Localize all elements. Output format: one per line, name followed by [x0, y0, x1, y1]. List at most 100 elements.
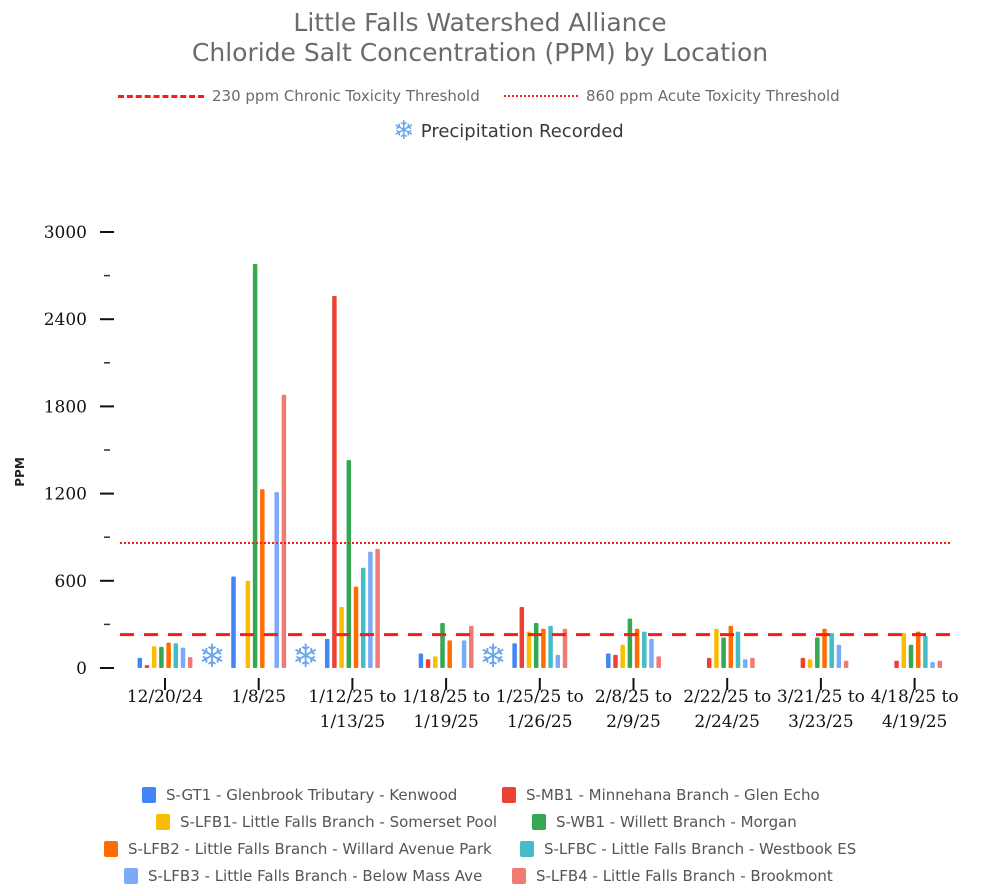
snowflake-icon: ❄ [292, 637, 319, 675]
bar-1-2 [231, 576, 236, 668]
bar-4-1 [159, 646, 164, 668]
legend-item: S-WB1 - Willett Branch - Morgan [532, 813, 797, 831]
bar-3-2 [245, 580, 251, 668]
bar-5-5 [541, 628, 546, 668]
legend-swatch [520, 841, 534, 857]
bar-4-6 [627, 618, 633, 668]
bar-8-7 [750, 657, 755, 668]
bar-6-6 [642, 631, 647, 668]
bar-7-7 [742, 659, 748, 668]
chart-subtitle: Chloride Salt Concentration (PPM) by Loc… [191, 38, 769, 67]
bar-2-4 [425, 659, 431, 668]
x-tick-label: 2/24/25 [694, 712, 760, 732]
bar-6-3 [360, 567, 366, 668]
bar-3-4 [433, 656, 438, 668]
bar-8-8 [843, 660, 849, 668]
legend-item: S-LFB3 - Little Falls Branch - Below Mas… [124, 867, 482, 885]
bar-6-8 [829, 633, 834, 668]
bar-7-5 [555, 654, 561, 668]
x-tick-label: 4/19/25 [882, 712, 948, 732]
bar-1-3 [324, 638, 330, 668]
legend-label: S-MB1 - Minnehana Branch - Glen Echo [526, 786, 820, 804]
snowflake-icon: ❄ [393, 116, 415, 146]
bar-1-6 [606, 653, 611, 668]
legend-swatch [532, 814, 546, 830]
bar-3-7 [714, 628, 719, 668]
bar-2-6 [613, 654, 618, 668]
legend-precipitation-label: Precipitation Recorded [420, 120, 624, 142]
bar-3-1 [151, 646, 157, 668]
bar-5-8 [822, 628, 827, 668]
legend-label: S-LFB1- Little Falls Branch - Somerset P… [180, 813, 498, 831]
bar-5-7 [728, 625, 734, 668]
legend-item: S-GT1 - Glenbrook Tributary - Kenwood [142, 786, 457, 804]
bar-4-7 [721, 637, 726, 668]
legend-label: S-LFB3 - Little Falls Branch - Below Mas… [148, 867, 483, 885]
bar-6-9 [923, 636, 928, 668]
bar-7-3 [368, 551, 373, 668]
legend-swatch [124, 868, 138, 884]
bar-2-5 [519, 606, 525, 668]
legend-item: S-LFB2 - Little Falls Branch - Willard A… [104, 840, 492, 858]
bar-5-9 [915, 631, 921, 668]
bar-5-4 [447, 640, 452, 668]
bar-6-1 [173, 643, 179, 668]
bar-3-3 [339, 606, 344, 668]
x-tick-label: 1/18/25 to [402, 687, 490, 707]
bar-3-5 [526, 631, 532, 668]
dashed-line-swatch [118, 94, 204, 98]
x-tick-label: 12/20/24 [127, 687, 203, 707]
legend-item: S-LFBC - Little Falls Branch - Westbook … [520, 840, 856, 858]
bar-2-9 [894, 660, 899, 668]
bar-2-1 [144, 665, 150, 668]
bar-4-3 [346, 460, 352, 668]
legend-item: S-MB1 - Minnehana Branch - Glen Echo [502, 786, 820, 804]
bar-6-7 [735, 631, 741, 668]
bar-5-3 [353, 586, 359, 668]
x-tick-label: 4/18/25 to [871, 687, 959, 707]
bar-1-1 [137, 657, 143, 668]
legend-acute-threshold: 860 ppm Acute Toxicity Threshold [504, 86, 840, 106]
chart-plot: 0 600 1200 1800 2400 3000 12/20/24 1/8/25 1/12/2… [44, 223, 959, 732]
x-tick-label: 1/25/25 to [496, 687, 584, 707]
bar-3-6 [620, 644, 625, 668]
x-tick-label: 3/21/25 to [777, 687, 865, 707]
x-tick-label: 1/8/25 [231, 687, 286, 707]
bar-2-3 [332, 295, 337, 668]
bar-4-8 [815, 637, 820, 668]
legend-swatch [104, 841, 118, 857]
legend-swatch [502, 787, 516, 803]
y-tick-label: 3000 [44, 223, 87, 243]
legend-label: S-LFB4 - Little Falls Branch - Brookmont [536, 867, 833, 885]
bar-4-5 [533, 622, 539, 668]
legend-label: S-LFB2 - Little Falls Branch - Willard A… [128, 840, 492, 858]
bar-6-5 [548, 625, 553, 668]
bar-4-9 [908, 644, 914, 668]
legend-item: S-LFB1- Little Falls Branch - Somerset P… [156, 813, 497, 831]
y-tick-label: 600 [55, 572, 87, 592]
bar-1-5 [512, 643, 517, 668]
x-tick-label: 2/8/25 to [595, 687, 672, 707]
bar-8-3 [375, 548, 380, 668]
bar-2-8 [800, 657, 806, 668]
bar-7-8 [836, 644, 842, 668]
legend-label: S-WB1 - Willett Branch - Morgan [556, 813, 797, 831]
legend-acute-label: 860 ppm Acute Toxicity Threshold [586, 87, 840, 105]
bar-4-2 [252, 263, 258, 668]
bar-3-8 [807, 659, 813, 668]
y-tick-label: 2400 [44, 310, 87, 330]
x-tick-label: 2/9/25 [606, 712, 661, 732]
bar-7-4 [461, 640, 467, 668]
legend-chronic-threshold: 230 ppm Chronic Toxicity Threshold [118, 86, 480, 106]
bar-5-6 [634, 628, 640, 668]
bar-8-9 [937, 660, 943, 668]
legend-swatch [512, 868, 526, 884]
x-tick-label: 3/23/25 [788, 712, 854, 732]
bar-5-2 [260, 489, 265, 668]
legend-item: S-LFB4 - Little Falls Branch - Brookmont [512, 867, 833, 885]
bar-8-5 [562, 628, 568, 668]
snowflake-icon: ❄ [198, 637, 225, 675]
bar-8-4 [469, 625, 474, 668]
legend-swatch [142, 787, 156, 803]
x-tick-label: 1/12/25 to [308, 687, 396, 707]
